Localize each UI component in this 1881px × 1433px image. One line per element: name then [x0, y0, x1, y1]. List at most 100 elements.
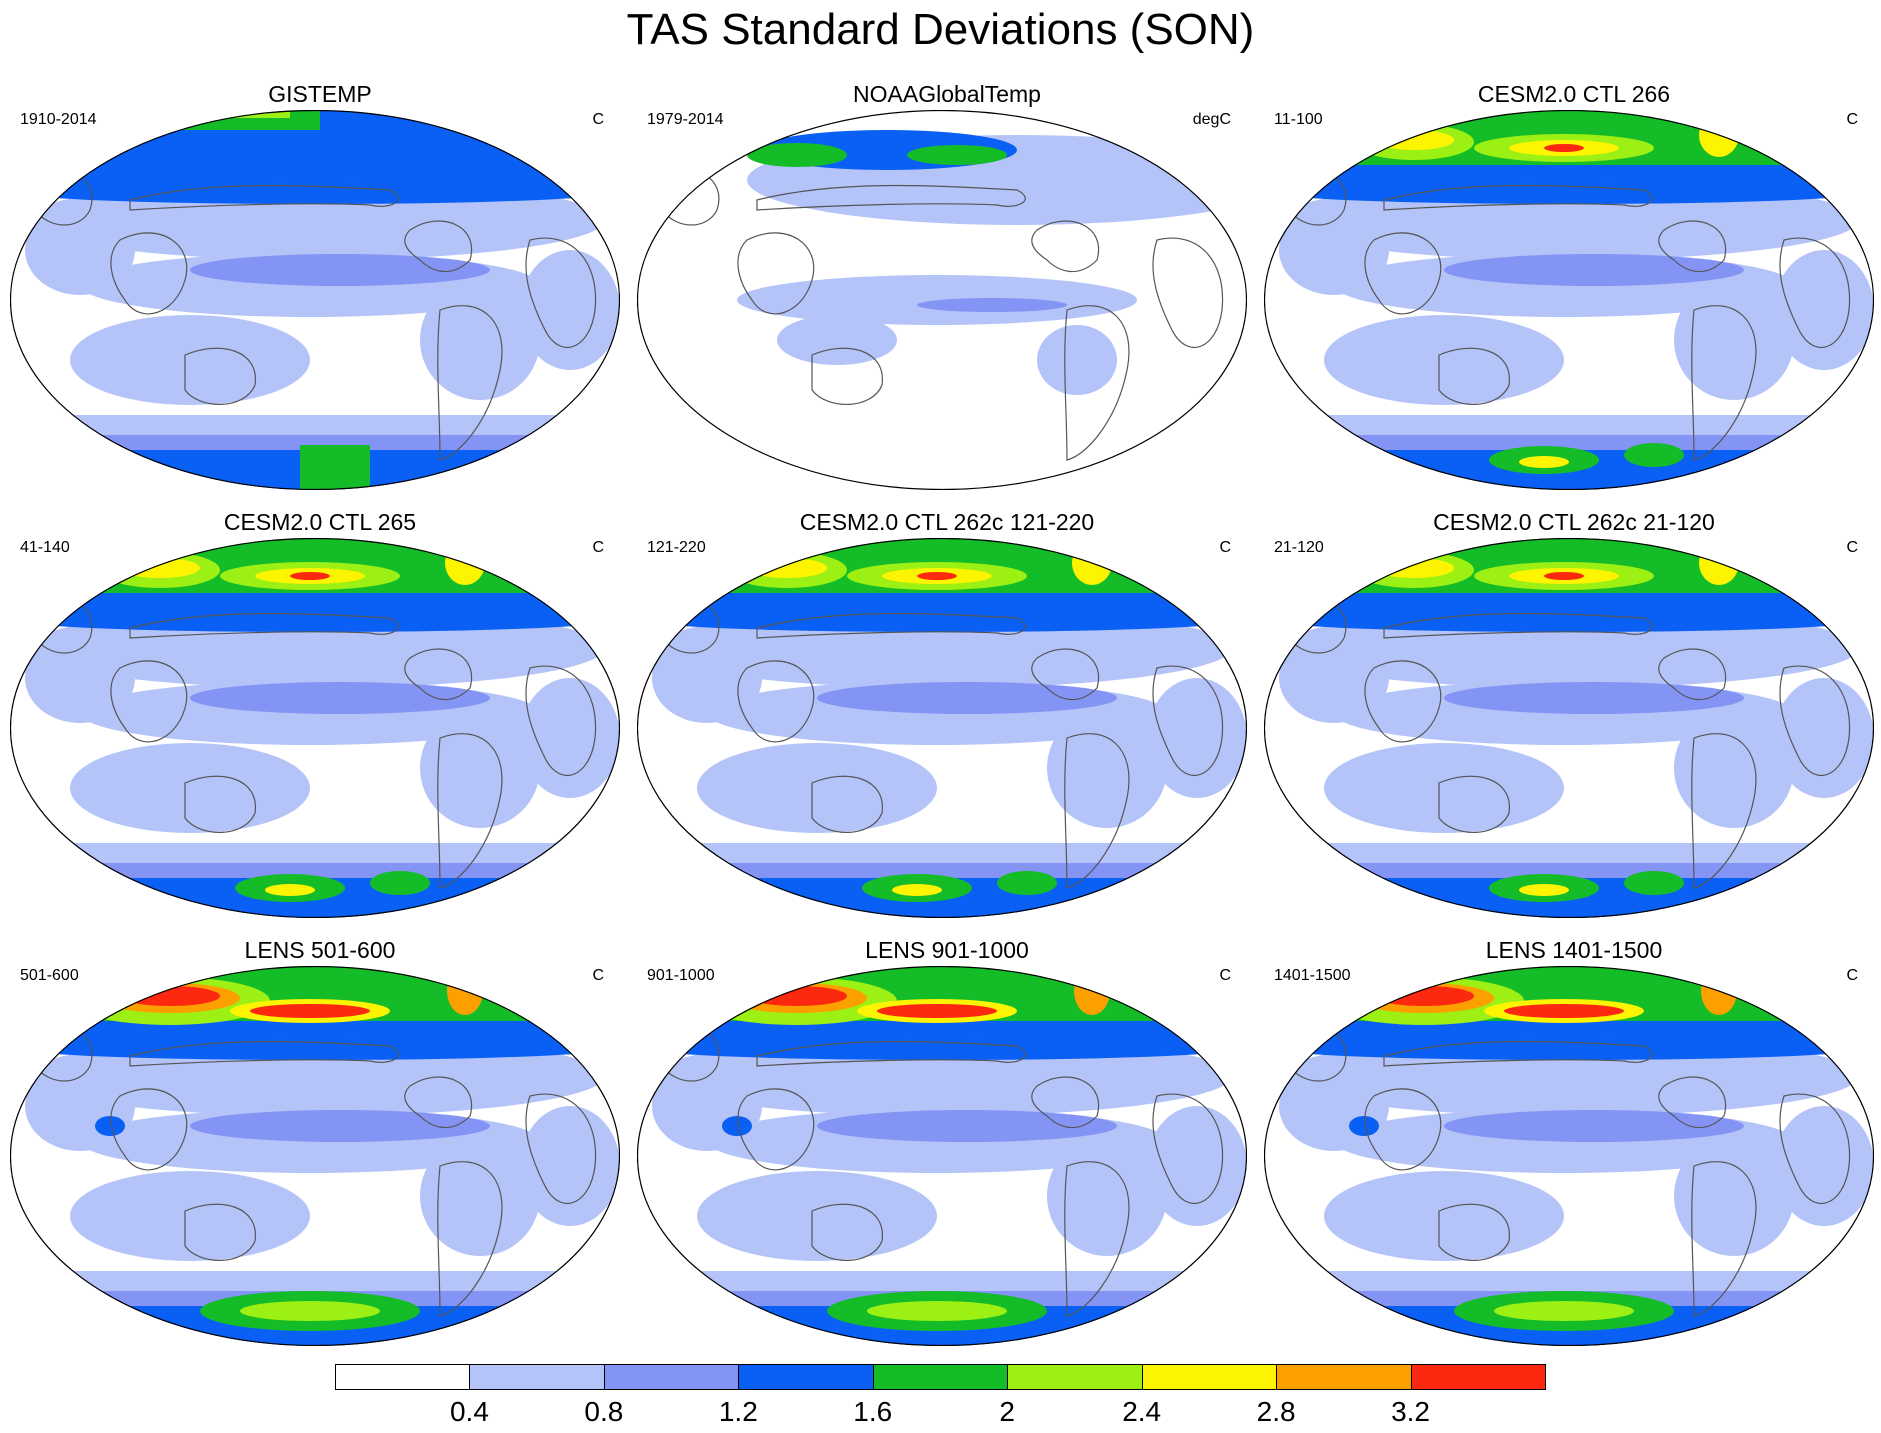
sd-field	[70, 1171, 310, 1261]
sd-field	[15, 608, 615, 632]
panel-period: 11-100	[1274, 111, 1323, 128]
sd-field	[240, 1301, 380, 1321]
coastline	[1383, 184, 1653, 211]
coastline	[1364, 1088, 1442, 1171]
panel-period: 1910-2014	[20, 111, 97, 128]
map-border	[10, 966, 620, 1346]
coastline	[404, 648, 473, 701]
colorbar-tick-label: 0.8	[584, 1396, 624, 1427]
sd-field	[520, 678, 620, 798]
sd-field	[697, 1171, 937, 1261]
sd-field	[15, 180, 615, 204]
colorbar-tick-label: 1.2	[718, 1396, 758, 1427]
map-panel: CESM2.0 CTL 265 41-140 C	[10, 508, 630, 928]
sd-field	[652, 1061, 762, 1151]
colorbar-box	[603, 1364, 740, 1390]
coastline	[437, 733, 503, 889]
sd-field	[867, 1301, 1007, 1321]
sd-field	[877, 1004, 997, 1018]
coastline	[756, 612, 1026, 639]
panel-units: C	[1219, 539, 1231, 556]
sd-field	[1279, 1061, 1389, 1151]
sd-field	[1624, 443, 1684, 467]
sd-field	[1674, 1136, 1794, 1256]
panel-period: 1979-2014	[647, 111, 724, 128]
coastline	[811, 347, 883, 405]
map-border	[637, 966, 1247, 1346]
sd-field	[290, 572, 330, 580]
colorbar-tick-label: 2.4	[1122, 1396, 1162, 1427]
sd-field	[1774, 678, 1874, 798]
coastline	[1152, 237, 1224, 348]
map-plot	[1264, 966, 1874, 1346]
sd-field	[25, 633, 135, 723]
coastline	[811, 775, 883, 833]
sd-field	[1774, 1106, 1874, 1226]
sd-field	[190, 254, 490, 286]
map-border	[1264, 966, 1874, 1346]
sd-field	[722, 1116, 752, 1136]
map-plot	[637, 110, 1247, 490]
coastline	[1064, 305, 1130, 461]
sd-field	[1324, 315, 1564, 405]
sd-field	[1324, 743, 1564, 833]
coastline	[110, 232, 188, 315]
sd-field	[1519, 456, 1569, 468]
coastline	[129, 612, 399, 639]
panel-title: LENS 1401-1500	[1485, 937, 1663, 963]
panel-period: 1401-1500	[1274, 967, 1351, 984]
colorbar-box	[1410, 1364, 1546, 1390]
sd-field	[892, 884, 942, 896]
sd-field	[420, 280, 540, 400]
map-border	[1264, 110, 1874, 490]
sd-field	[1544, 144, 1584, 152]
panel-title: CESM2.0 CTL 262c 121-220	[799, 509, 1095, 535]
map-plot	[10, 110, 620, 490]
coastline	[184, 1203, 256, 1261]
coastline	[1364, 660, 1442, 743]
sd-field	[420, 708, 540, 828]
sd-field	[1349, 1116, 1379, 1136]
sd-field	[250, 1004, 370, 1018]
coastline	[1064, 1161, 1130, 1317]
sd-field	[520, 250, 620, 370]
map-panel: CESM2.0 CTL 262c 21-120 21-120 C	[1264, 508, 1881, 928]
coastline	[1383, 612, 1653, 639]
sd-field	[1047, 1136, 1167, 1256]
coastline	[737, 660, 815, 743]
panel-units: C	[1219, 967, 1231, 984]
map-panel: LENS 901-1000 901-1000 C	[637, 936, 1257, 1356]
colorbar-box	[1141, 1364, 1278, 1390]
coastline	[1658, 1076, 1727, 1129]
map-panel: LENS 501-600 501-600 C	[10, 936, 630, 1356]
colorbar	[335, 1364, 1546, 1392]
sd-field	[1444, 254, 1744, 286]
sd-field	[652, 633, 762, 723]
sd-field	[1269, 608, 1869, 632]
coastline	[525, 665, 597, 776]
sd-field	[300, 445, 370, 490]
sd-field	[817, 682, 1117, 714]
panel-units: C	[1846, 111, 1858, 128]
panel-period: 501-600	[20, 967, 79, 984]
panel-units: C	[592, 967, 604, 984]
coastline	[1691, 733, 1757, 889]
coastline	[1658, 648, 1727, 701]
coastline	[1031, 1076, 1100, 1129]
coastline	[1438, 775, 1510, 833]
sd-field	[1444, 682, 1744, 714]
sd-field	[70, 743, 310, 833]
sd-field	[190, 1110, 490, 1142]
panel-period: 41-140	[20, 539, 70, 556]
sd-field	[1147, 678, 1247, 798]
coastline	[437, 1161, 503, 1317]
sd-field	[25, 1061, 135, 1151]
sd-field	[70, 315, 310, 405]
sd-field	[1624, 871, 1684, 895]
sd-field	[210, 110, 290, 118]
coastline	[811, 1203, 883, 1261]
sd-field	[520, 1106, 620, 1226]
colorbar-box	[335, 1364, 471, 1390]
map-border	[10, 538, 620, 918]
sd-field	[15, 1036, 615, 1060]
